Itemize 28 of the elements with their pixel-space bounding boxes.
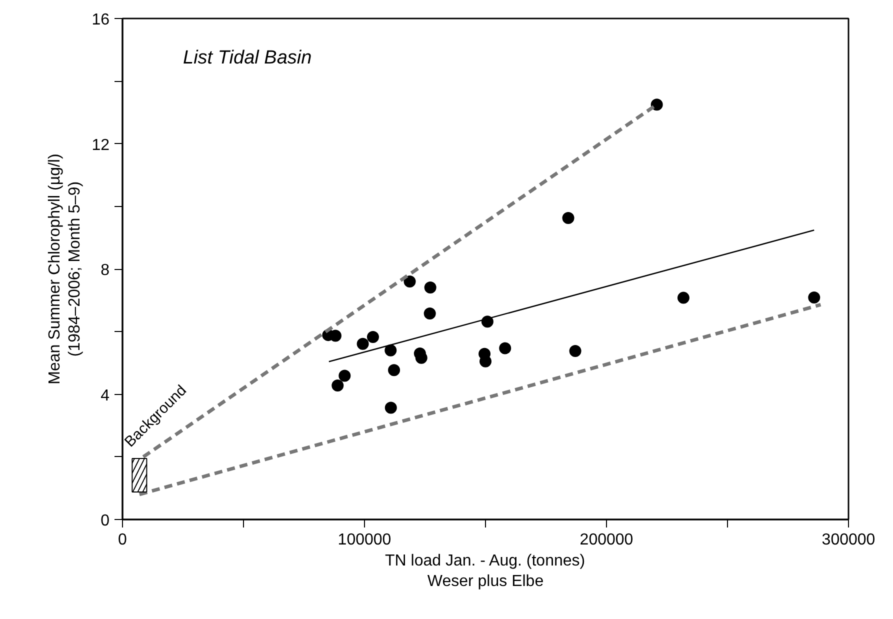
x-tick-label: 0 [118, 532, 128, 548]
point [424, 307, 436, 320]
point [562, 212, 574, 224]
point [384, 344, 397, 356]
point [366, 330, 379, 343]
annotation: List Tidal Basin [183, 48, 312, 69]
point [424, 281, 436, 294]
y-tick-label: 16 [92, 12, 110, 28]
point [677, 292, 690, 304]
point [338, 370, 351, 382]
point [384, 402, 397, 414]
point [808, 292, 820, 304]
point [650, 98, 663, 111]
point [332, 379, 344, 392]
y-tick-label: 0 [100, 512, 110, 530]
x-tick-label: 300000 [822, 532, 876, 548]
x-axis-title: TN load Jan. - Aug. (tonnes) Weser plus Elbe [385, 552, 586, 590]
x-tick-label: 200000 [580, 532, 634, 548]
point [388, 364, 400, 376]
point [404, 276, 416, 288]
y-tick-label: 8 [100, 262, 110, 279]
y-tick-label: 12 [92, 136, 110, 154]
x-tick-label: 100000 [338, 532, 392, 548]
point [569, 345, 582, 358]
point [356, 338, 369, 350]
y-tick-label: 4 [100, 387, 110, 404]
point [499, 342, 512, 354]
y-axis-title: Mean Summer Chlorophyll (µg/l) (1984–2006; Month 5–9) [46, 154, 84, 384]
